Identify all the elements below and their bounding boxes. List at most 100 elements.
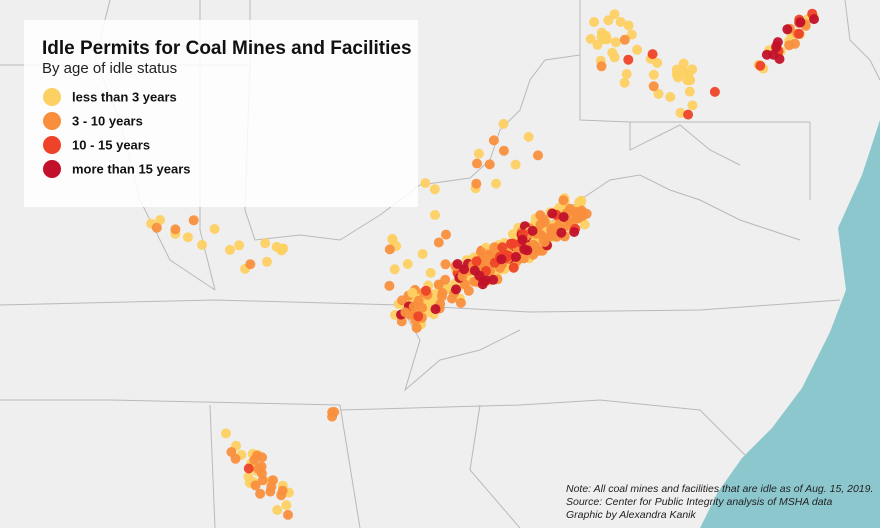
permit-dot	[430, 210, 440, 220]
legend-swatch	[43, 136, 61, 154]
permit-dot	[243, 463, 254, 474]
permit-dot	[619, 77, 630, 88]
permit-dot	[262, 256, 272, 267]
permit-dot	[452, 259, 463, 269]
permit-dot	[471, 256, 482, 267]
permit-dot	[626, 29, 637, 40]
permit-dot	[609, 9, 620, 20]
permit-dot	[425, 267, 436, 278]
permit-dot	[188, 215, 199, 226]
permit-dot	[327, 411, 338, 422]
permit-dot	[600, 30, 611, 41]
permit-dots	[146, 8, 819, 520]
permit-dot	[255, 488, 266, 499]
permit-dot	[433, 237, 444, 248]
permit-dot	[648, 69, 659, 80]
permit-dot	[155, 215, 166, 225]
note: Note: All coal mines and facilities that…	[566, 483, 873, 495]
permit-dot	[151, 222, 162, 233]
permit-dot	[440, 259, 451, 270]
legend-swatch	[43, 88, 61, 106]
permit-dot	[772, 37, 783, 48]
permit-dot	[623, 54, 634, 65]
map-title: Idle Permits for Coal Mines and Faciliti…	[42, 38, 412, 59]
permit-dot	[784, 40, 795, 51]
permit-dot	[603, 15, 614, 26]
permit-dot	[538, 214, 549, 225]
permit-dot	[245, 259, 256, 270]
permit-dot	[517, 234, 528, 245]
permit-dot	[497, 242, 508, 253]
permit-dot	[182, 232, 193, 243]
permit-dot	[417, 249, 428, 259]
permit-dot	[683, 109, 694, 120]
permit-dot	[484, 159, 495, 170]
permit-dot	[402, 259, 413, 269]
permit-dot	[809, 14, 819, 25]
permit-dot	[251, 450, 262, 461]
permit-dot	[408, 301, 419, 312]
permit-dot	[794, 28, 804, 39]
permit-dot	[451, 284, 461, 295]
permit-dot	[272, 505, 283, 515]
permit-dot	[455, 297, 466, 308]
legend-label: 10 - 15 years	[72, 138, 150, 153]
permit-dot	[619, 34, 630, 45]
permit-dot	[407, 287, 418, 298]
permit-dot	[400, 307, 411, 318]
permit-dot	[569, 227, 580, 237]
permit-dot	[533, 150, 543, 161]
permit-dot	[648, 81, 659, 92]
permit-dot	[197, 239, 207, 250]
permit-dot	[675, 107, 686, 118]
permit-dot	[472, 158, 482, 169]
permit-dot	[558, 212, 569, 222]
legend-swatch	[43, 112, 61, 130]
permit-dot	[413, 311, 424, 322]
permit-dot	[565, 203, 575, 214]
permit-dot	[260, 238, 271, 249]
legend-swatch	[43, 160, 61, 178]
permit-dot	[665, 92, 676, 102]
permit-dot	[221, 428, 231, 439]
permit-dot	[433, 279, 444, 290]
permit-dot	[250, 480, 261, 491]
permit-dot	[417, 302, 428, 313]
permit-dot	[496, 254, 507, 265]
source: Source: Center for Public Integrity anal…	[566, 496, 832, 508]
legend-label: 3 - 10 years	[72, 114, 143, 129]
permit-dot	[253, 463, 264, 474]
permit-dot	[511, 252, 521, 262]
permit-dot	[209, 224, 220, 234]
permit-dot	[277, 485, 288, 496]
permit-dot	[488, 135, 499, 146]
permit-dot	[384, 244, 395, 255]
permit-dot	[782, 24, 793, 35]
permit-dot	[389, 264, 400, 275]
permit-dot	[682, 75, 693, 86]
permit-dot	[621, 69, 632, 79]
permit-dot	[579, 219, 590, 230]
permit-dot	[592, 39, 603, 50]
permit-dot	[257, 475, 268, 486]
permit-dot	[508, 262, 519, 273]
legend-label: more than 15 years	[72, 162, 191, 177]
permit-dot	[474, 270, 485, 281]
permit-dot	[684, 86, 695, 97]
permit-dot	[518, 253, 529, 264]
permit-dot	[530, 241, 541, 252]
permit-dot	[505, 238, 516, 249]
permit-dot	[441, 229, 451, 240]
permit-dot	[558, 195, 569, 206]
permit-dot	[589, 17, 600, 27]
permit-dot	[522, 245, 533, 256]
permit-dot	[471, 178, 482, 189]
permit-dot	[436, 291, 447, 302]
permit-dot	[384, 280, 395, 291]
permit-dot	[421, 285, 431, 296]
permit-dot	[709, 86, 720, 97]
permit-dot	[615, 17, 626, 27]
permit-dot	[473, 148, 484, 159]
permit-dot	[281, 500, 292, 511]
